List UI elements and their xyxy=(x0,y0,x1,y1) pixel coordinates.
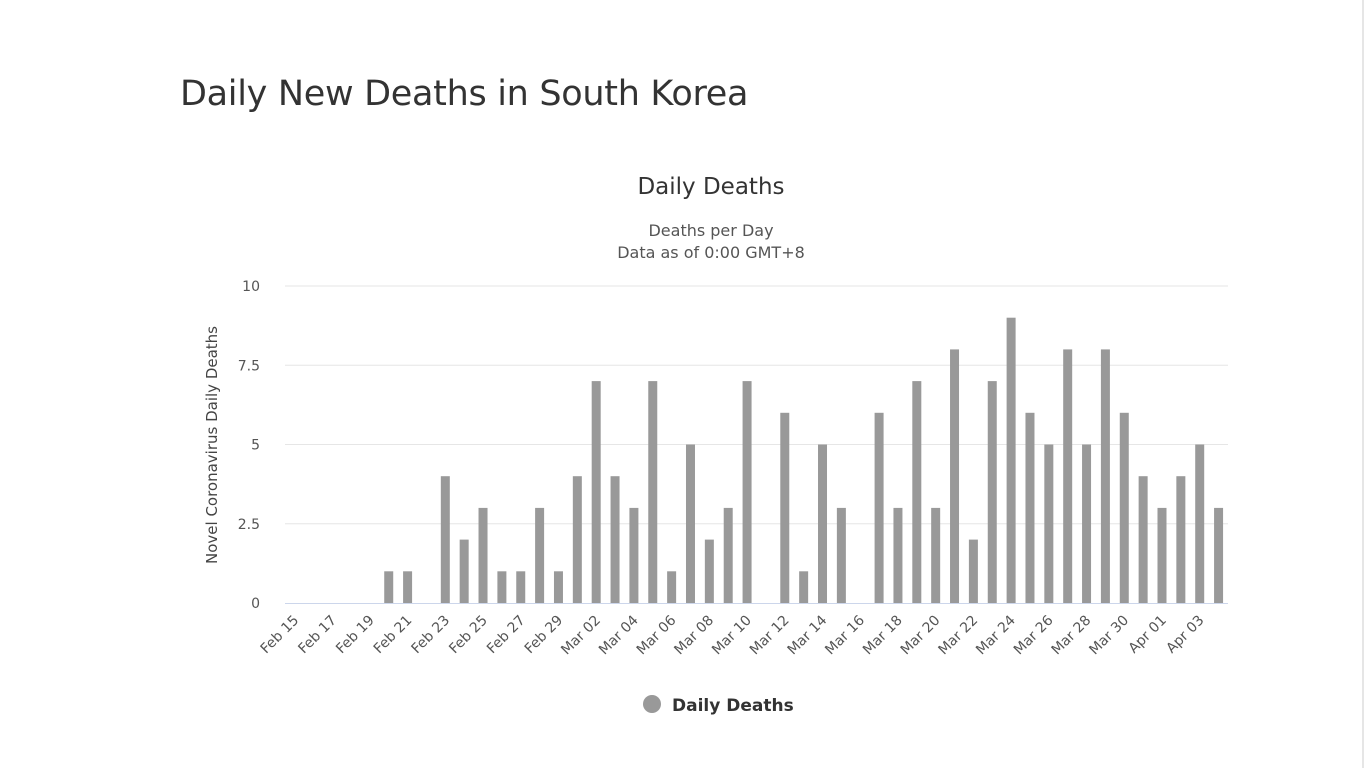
x-tick-label: Mar 14 xyxy=(785,612,831,658)
page-title: Daily New Deaths in South Korea xyxy=(180,74,749,114)
bar[interactable] xyxy=(799,571,809,603)
bar[interactable] xyxy=(968,539,978,603)
x-tick-label: Mar 06 xyxy=(634,612,680,658)
bar[interactable] xyxy=(1044,444,1054,604)
bar[interactable] xyxy=(1082,444,1092,604)
bar[interactable] xyxy=(440,476,450,603)
x-tick-label: Apr 03 xyxy=(1163,613,1207,657)
bar[interactable] xyxy=(893,507,903,603)
x-tick-label: Mar 26 xyxy=(1011,612,1057,658)
bar[interactable] xyxy=(1138,476,1148,603)
x-tick-label: Feb 17 xyxy=(295,613,340,658)
x-tick-label: Mar 28 xyxy=(1049,613,1095,659)
x-tick-label: Apr 01 xyxy=(1126,613,1170,657)
bar[interactable] xyxy=(1176,476,1186,603)
bar[interactable] xyxy=(516,571,526,603)
bar[interactable] xyxy=(629,507,639,603)
x-tick-label: Mar 10 xyxy=(709,613,755,659)
legend-marker-icon[interactable] xyxy=(643,695,661,713)
bar[interactable] xyxy=(780,412,790,603)
y-axis-ticks: 0 2.5 5 7.5 10 xyxy=(238,279,260,612)
bar[interactable] xyxy=(723,507,733,603)
x-tick-label: Mar 08 xyxy=(671,613,717,659)
bar[interactable] xyxy=(553,571,563,603)
bar[interactable] xyxy=(1025,412,1035,603)
bar[interactable] xyxy=(1063,349,1073,603)
bar[interactable] xyxy=(1119,412,1129,603)
bar[interactable] xyxy=(648,381,658,603)
bar-series xyxy=(384,317,1224,604)
legend-label[interactable]: Daily Deaths xyxy=(672,696,794,716)
x-tick-label: Mar 18 xyxy=(860,613,906,659)
chart-subtitle-line-2: Data as of 0:00 GMT+8 xyxy=(617,243,805,262)
bar[interactable] xyxy=(478,507,488,603)
x-tick-label: Mar 04 xyxy=(596,612,642,658)
bar[interactable] xyxy=(535,507,545,603)
chart-title: Daily Deaths xyxy=(637,174,784,200)
bar[interactable] xyxy=(403,571,413,603)
bar[interactable] xyxy=(1157,507,1167,603)
bar[interactable] xyxy=(912,381,922,603)
x-tick-label: Mar 22 xyxy=(935,613,981,659)
x-tick-label: Mar 02 xyxy=(558,613,604,659)
bar[interactable] xyxy=(950,349,960,603)
bar[interactable] xyxy=(1006,317,1016,603)
bar[interactable] xyxy=(987,381,997,603)
x-tick-label: Mar 16 xyxy=(822,612,868,658)
bar[interactable] xyxy=(931,507,941,603)
x-tick-label: Mar 20 xyxy=(898,613,944,659)
bar[interactable] xyxy=(497,571,507,603)
bar[interactable] xyxy=(742,381,752,603)
bar[interactable] xyxy=(591,381,601,603)
x-tick-label: Feb 21 xyxy=(371,613,416,658)
legend[interactable]: Daily Deaths xyxy=(643,695,794,716)
y-tick-label: 7.5 xyxy=(238,358,260,374)
y-tick-label: 0 xyxy=(251,596,260,612)
bar[interactable] xyxy=(667,571,677,603)
y-tick-label: 2.5 xyxy=(238,517,260,533)
x-tick-label: Mar 30 xyxy=(1086,613,1132,659)
bar[interactable] xyxy=(836,507,846,603)
bar[interactable] xyxy=(459,539,469,603)
x-tick-label: Feb 27 xyxy=(484,613,529,658)
bar[interactable] xyxy=(1214,507,1224,603)
bar[interactable] xyxy=(1195,444,1205,604)
x-tick-label: Feb 25 xyxy=(446,613,491,658)
y-tick-label: 5 xyxy=(251,438,260,454)
bar[interactable] xyxy=(384,571,394,603)
bar[interactable] xyxy=(704,539,714,603)
chart-subtitle-line-1: Deaths per Day xyxy=(648,221,773,240)
x-tick-label: Mar 24 xyxy=(973,612,1019,658)
x-tick-label: Feb 19 xyxy=(333,613,378,658)
x-tick-label: Feb 15 xyxy=(258,613,303,658)
bar[interactable] xyxy=(572,476,582,603)
bar[interactable] xyxy=(610,476,620,603)
x-tick-label: Feb 23 xyxy=(409,613,454,658)
bar[interactable] xyxy=(1100,349,1110,603)
bar[interactable] xyxy=(818,444,828,604)
y-tick-label: 10 xyxy=(242,279,260,295)
y-axis-title: Novel Coronavirus Daily Deaths xyxy=(203,326,221,564)
page-edge-rule xyxy=(1362,0,1364,768)
bar[interactable] xyxy=(685,444,695,604)
bar[interactable] xyxy=(874,412,884,603)
x-tick-label: Feb 29 xyxy=(522,613,567,658)
x-tick-label: Mar 12 xyxy=(747,613,793,659)
